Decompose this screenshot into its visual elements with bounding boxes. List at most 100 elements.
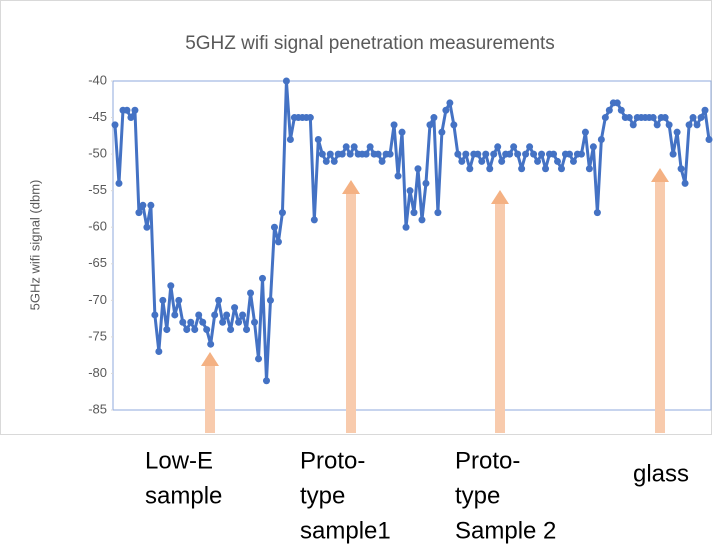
data-point (163, 326, 171, 334)
data-point (597, 135, 605, 143)
data-point (286, 135, 294, 143)
annotation-label: Proto- (300, 447, 365, 474)
data-point (195, 311, 203, 319)
data-point (673, 128, 681, 136)
annotation-arrow (655, 180, 665, 433)
data-point (430, 114, 438, 122)
data-point (605, 106, 613, 114)
data-point (143, 223, 151, 231)
data-point (199, 318, 207, 326)
data-point (446, 99, 454, 107)
data-point (538, 150, 546, 158)
y-tick-label: -40 (88, 72, 107, 87)
data-point (282, 77, 290, 85)
data-point (498, 157, 506, 165)
data-point (617, 106, 625, 114)
data-point (306, 114, 314, 122)
data-point (466, 165, 474, 173)
data-point (581, 128, 589, 136)
annotation-label: sample1 (300, 517, 391, 544)
data-point (266, 296, 274, 304)
data-point (701, 106, 709, 114)
annotation-label: sample (145, 482, 222, 509)
data-point (482, 150, 490, 158)
data-point (207, 340, 215, 348)
data-point (577, 150, 585, 158)
data-point (629, 121, 637, 129)
data-point (171, 311, 179, 319)
data-point (585, 165, 593, 173)
data-point (278, 209, 286, 217)
data-point (402, 223, 410, 231)
data-point (235, 318, 243, 326)
data-point (410, 209, 418, 217)
data-point (147, 201, 155, 209)
data-point (601, 114, 609, 122)
data-point (247, 289, 255, 297)
annotation-arrow (346, 192, 356, 433)
annotation-label: Proto- (455, 447, 520, 474)
data-point (314, 135, 322, 143)
data-point (486, 165, 494, 173)
data-point (689, 114, 697, 122)
data-point (653, 121, 661, 129)
data-point (179, 318, 187, 326)
data-point (243, 326, 251, 334)
data-point (231, 304, 239, 312)
data-point (514, 150, 522, 158)
annotation-arrowhead (651, 168, 669, 182)
data-point (685, 121, 693, 129)
data-point (526, 143, 534, 151)
data-point (697, 114, 705, 122)
data-point (681, 179, 689, 187)
data-point (187, 318, 195, 326)
data-point (159, 296, 167, 304)
data-point (203, 326, 211, 334)
data-point (677, 165, 685, 173)
data-point (239, 311, 247, 319)
data-point (589, 143, 597, 151)
data-point (362, 150, 370, 158)
annotation-label: type (455, 482, 500, 509)
data-point (494, 143, 502, 151)
data-point (350, 143, 358, 151)
data-point (398, 128, 406, 136)
data-point (394, 172, 402, 180)
data-point (191, 326, 199, 334)
data-point (215, 296, 223, 304)
annotation-label: Low-E (145, 447, 213, 474)
data-point (557, 165, 565, 173)
y-tick-label: -60 (88, 219, 107, 234)
data-point (669, 150, 677, 158)
data-point (175, 296, 183, 304)
data-point (139, 201, 147, 209)
data-point (418, 216, 426, 224)
data-point (442, 106, 450, 114)
data-point (565, 150, 573, 158)
data-point (554, 157, 562, 165)
data-point (151, 311, 159, 319)
y-tick-label: -80 (88, 365, 107, 380)
data-point (693, 121, 701, 129)
data-point (454, 150, 462, 158)
data-point (211, 311, 219, 319)
data-point (322, 157, 330, 165)
data-point (422, 179, 430, 187)
data-point (661, 114, 669, 122)
data-point (705, 135, 713, 143)
data-point (374, 150, 382, 158)
data-point (270, 223, 278, 231)
data-point (510, 143, 518, 151)
data-point (127, 114, 135, 122)
y-tick-label: -65 (88, 255, 107, 270)
annotation-label: glass (633, 460, 689, 487)
data-point (378, 157, 386, 165)
data-point (251, 318, 259, 326)
data-point (310, 216, 318, 224)
data-point (223, 311, 231, 319)
data-point (366, 143, 374, 151)
y-tick-label: -70 (88, 292, 107, 307)
data-point (462, 150, 470, 158)
data-point (522, 150, 530, 158)
data-point (318, 150, 326, 158)
